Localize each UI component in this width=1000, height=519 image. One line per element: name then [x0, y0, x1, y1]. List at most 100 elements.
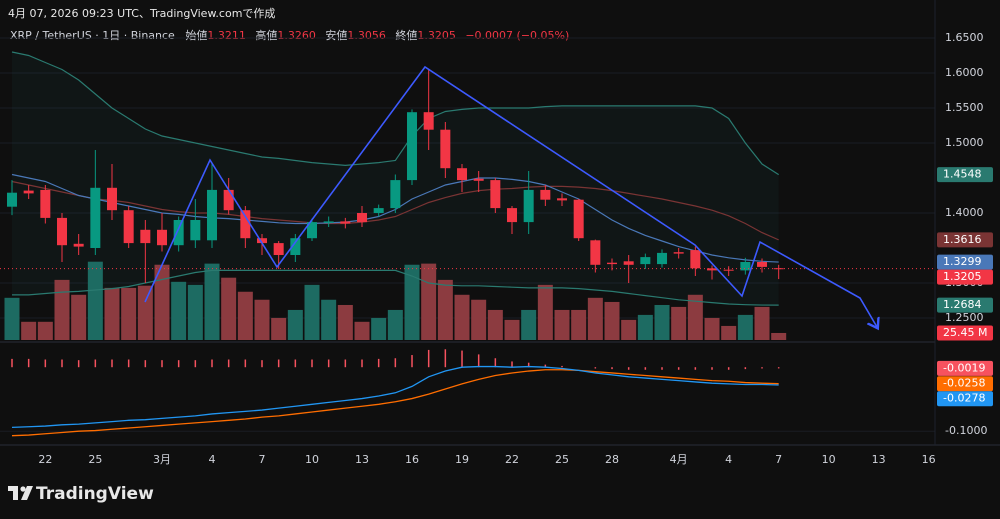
- volume-bar: [504, 319, 520, 340]
- macd-histogram-bar: [694, 367, 697, 370]
- volume-bar: [487, 309, 503, 340]
- macd-histogram-bar: [194, 360, 197, 368]
- volume-bar: [704, 317, 720, 340]
- volume-bar: [254, 299, 270, 340]
- macd-histogram-bar: [461, 350, 463, 368]
- candle-body: [273, 243, 284, 255]
- x-tick-label: 10: [305, 453, 319, 466]
- volume-bar: [54, 279, 70, 340]
- macd-histogram-bar: [627, 367, 630, 370]
- candle-body: [457, 168, 468, 181]
- macd-histogram-bar: [511, 361, 513, 368]
- overlay-line: [12, 269, 779, 306]
- volume-bar: [121, 287, 137, 340]
- macd-histogram-bar: [494, 358, 497, 368]
- volume-bar: [537, 284, 553, 340]
- candle-body: [290, 238, 301, 255]
- candle-body: [740, 262, 751, 271]
- volume-bar: [571, 309, 587, 340]
- y-tick-label: -0.1000: [945, 424, 987, 437]
- candle-body: [690, 250, 701, 269]
- candle-body: [340, 221, 351, 224]
- candle-body: [590, 240, 601, 265]
- volume-bar: [754, 306, 770, 340]
- candle-body: [423, 112, 434, 130]
- value-box-label: 1.2684: [943, 298, 982, 311]
- value-box-label: 1.4548: [943, 168, 982, 181]
- candle-body: [473, 178, 484, 181]
- volume-bar: [587, 297, 603, 340]
- volume-bar: [637, 314, 653, 340]
- open-value: 1.3211: [207, 29, 246, 42]
- candle-body: [507, 208, 518, 223]
- low-value: 1.3056: [347, 29, 386, 42]
- candle-body: [207, 189, 218, 241]
- volume-bar: [354, 321, 370, 340]
- macd-histogram-bar: [411, 355, 413, 368]
- volume-bar: [337, 304, 353, 340]
- macd-histogram-bar: [427, 349, 430, 368]
- x-tick-label: 22: [505, 453, 519, 466]
- candle-body: [73, 243, 84, 247]
- high-value: 1.3260: [277, 29, 316, 42]
- value-box-label: 1.3299: [943, 255, 982, 268]
- candle-body: [373, 208, 384, 213]
- macd-line: [11, 369, 779, 437]
- value-box: [937, 391, 993, 407]
- value-box-label: 1.3205: [943, 270, 982, 283]
- candle-body: [723, 269, 734, 271]
- value-box-label: -0.0019: [943, 361, 985, 374]
- candle-body: [540, 189, 551, 200]
- macd-histogram-bar: [161, 360, 163, 368]
- y-tick-label: 1.6500: [945, 31, 984, 44]
- value-box: [937, 269, 993, 285]
- candle-body: [90, 187, 101, 248]
- volume-bar: [287, 309, 303, 340]
- volume-bar: [137, 285, 153, 340]
- value-box-label: -0.0278: [943, 392, 985, 405]
- x-tick-label: 16: [405, 453, 419, 466]
- overlay-line: [11, 180, 779, 241]
- open-label: 始値: [185, 29, 208, 42]
- macd-histogram-bar: [227, 359, 230, 368]
- candle-body: [673, 252, 684, 254]
- macd-histogram-bar: [111, 359, 113, 368]
- candle-body: [40, 189, 51, 218]
- volume-bar: [687, 294, 703, 340]
- x-tick-label: 13: [872, 453, 886, 466]
- volume-bar: [221, 277, 237, 340]
- candle-body: [190, 220, 201, 241]
- candle-body: [490, 180, 501, 209]
- macd-histogram-bar: [77, 360, 80, 368]
- macd-histogram-bar: [244, 359, 247, 368]
- logo: TradingView: [36, 484, 154, 504]
- drawn-trendline: [144, 65, 877, 327]
- high-label: 高値: [255, 29, 278, 42]
- volume-bar: [154, 264, 170, 340]
- candle-body: [157, 229, 168, 246]
- value-box: [937, 167, 993, 183]
- symbol: XRP / TetherUS · 1日 · Binance: [10, 29, 175, 42]
- macd-histogram-bar: [61, 359, 63, 368]
- candle-body: [573, 199, 584, 239]
- macd-histogram-bar: [544, 364, 547, 368]
- candle-body: [390, 180, 401, 209]
- candle-body: [440, 129, 451, 169]
- volume-bar: [21, 321, 37, 340]
- candle-body: [23, 190, 34, 194]
- volume-bar: [737, 314, 753, 340]
- value-box: [937, 297, 993, 313]
- macd-histogram-bar: [361, 359, 363, 368]
- macd-histogram-bar: [11, 358, 13, 368]
- macd-line: [11, 365, 779, 429]
- candle-body: [557, 198, 568, 201]
- x-tick-label: 28: [605, 453, 619, 466]
- x-tick-label: 4月: [670, 453, 688, 466]
- volume-bar: [421, 263, 437, 340]
- macd-histogram-bar: [127, 359, 130, 368]
- volume-bar: [437, 279, 453, 340]
- x-tick-label: 13: [355, 453, 369, 466]
- volume-bar: [554, 309, 570, 340]
